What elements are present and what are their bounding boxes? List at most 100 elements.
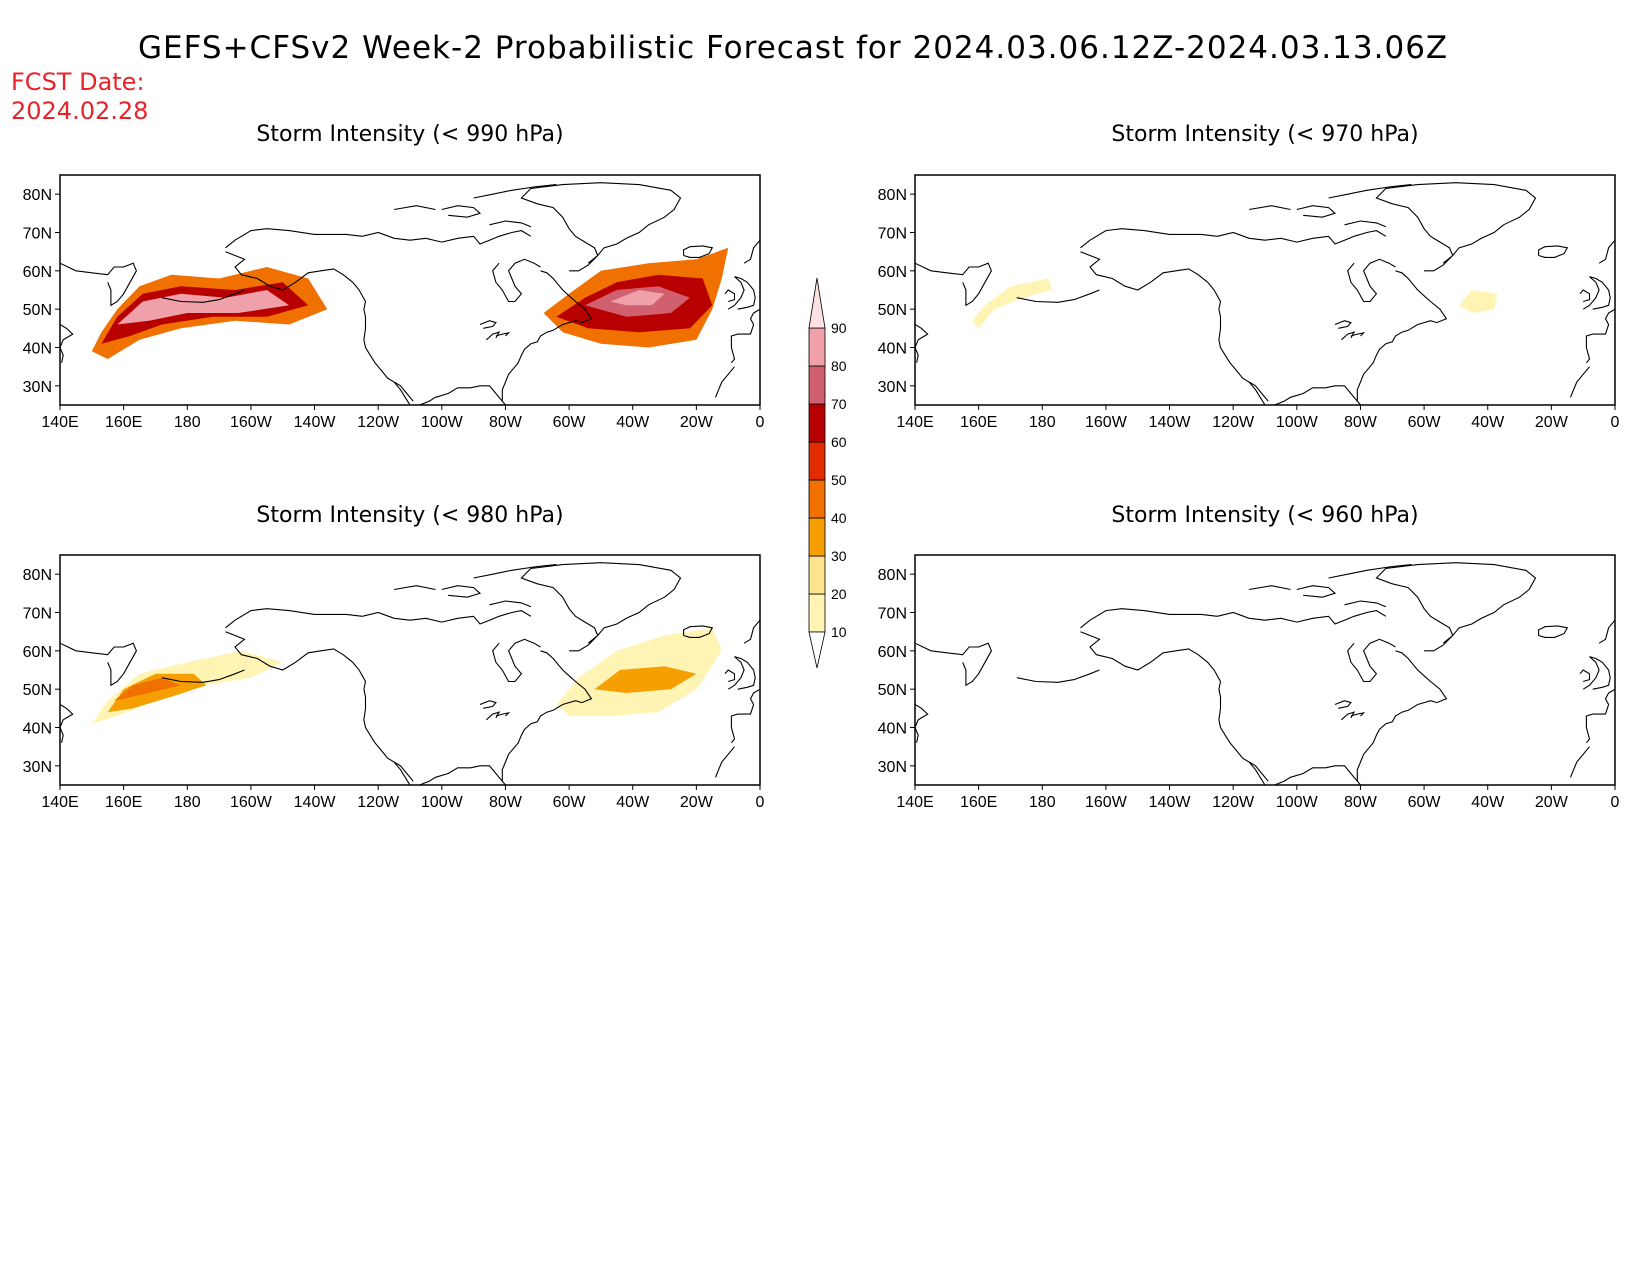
coastline bbox=[225, 228, 363, 249]
coastline bbox=[362, 610, 532, 625]
lon-label: 140E bbox=[896, 414, 933, 431]
coastline bbox=[1579, 669, 1591, 683]
coastline bbox=[492, 258, 541, 303]
probability-area bbox=[610, 290, 665, 306]
lat-label: 30N bbox=[878, 759, 907, 776]
lat-label: 40N bbox=[23, 721, 52, 738]
coastline bbox=[441, 585, 482, 598]
panel-title-960: Storm Intensity (< 960 hPa) bbox=[1111, 503, 1419, 528]
colorbar: 10 20 30 40 50 60 70 80 90 bbox=[805, 272, 865, 696]
coastline bbox=[520, 562, 682, 652]
lon-label: 140E bbox=[41, 794, 78, 811]
lon-label: 180 bbox=[1029, 794, 1056, 811]
coastline bbox=[225, 251, 411, 405]
lat-label: 50N bbox=[878, 302, 907, 319]
colorbar-swatch bbox=[808, 517, 826, 557]
lat-label: 50N bbox=[23, 682, 52, 699]
coastline bbox=[1248, 761, 1269, 782]
coastline bbox=[225, 631, 411, 785]
probability-area bbox=[117, 290, 290, 325]
coastline bbox=[1217, 610, 1387, 625]
colorbar-swatch bbox=[808, 403, 826, 443]
lat-label: 80N bbox=[878, 567, 907, 584]
lon-label: 180 bbox=[1029, 414, 1056, 431]
colorbar-label: 20 bbox=[831, 586, 847, 602]
map-panel-960: 140E 160E 180 160W 140W 120W 100W 80W 60W 40W 20W 0… bbox=[865, 550, 1625, 820]
coastline bbox=[1344, 220, 1387, 228]
coastline bbox=[60, 324, 74, 363]
colorbar-swatch bbox=[808, 277, 826, 329]
lon-label: 80W bbox=[1344, 794, 1378, 811]
lon-label: 60W bbox=[553, 794, 587, 811]
coastline bbox=[1344, 600, 1387, 608]
lat-label: 80N bbox=[23, 187, 52, 204]
coastline bbox=[743, 239, 760, 264]
lat-label: 40N bbox=[878, 721, 907, 738]
coastline bbox=[714, 746, 735, 778]
coastline bbox=[1080, 631, 1266, 785]
coastline bbox=[1249, 205, 1291, 211]
lon-label: 160E bbox=[105, 794, 142, 811]
lon-label: 20W bbox=[1535, 414, 1569, 431]
lon-label: 40W bbox=[616, 414, 650, 431]
coastline bbox=[1582, 656, 1611, 690]
lon-label: 0 bbox=[756, 414, 765, 431]
coastline bbox=[1248, 381, 1269, 402]
coastline bbox=[441, 205, 482, 218]
coastline bbox=[683, 245, 714, 258]
colorbar-under-arrow bbox=[808, 631, 826, 669]
lon-label: 0 bbox=[1611, 794, 1620, 811]
lat-label: 70N bbox=[23, 606, 52, 623]
lat-label: 70N bbox=[878, 606, 907, 623]
fcst-label: FCST Date: bbox=[11, 68, 145, 96]
coastline bbox=[724, 289, 736, 303]
lon-label: 140W bbox=[1149, 794, 1192, 811]
coastline bbox=[489, 220, 532, 228]
coastline bbox=[501, 270, 593, 402]
lon-label: 160W bbox=[230, 794, 273, 811]
lon-label: 40W bbox=[616, 794, 650, 811]
lat-label: 50N bbox=[23, 302, 52, 319]
lon-label: 140W bbox=[294, 794, 337, 811]
coastline bbox=[1334, 700, 1352, 709]
colorbar-label: 30 bbox=[831, 548, 847, 564]
coastline bbox=[1598, 619, 1615, 644]
lat-label: 60N bbox=[878, 264, 907, 281]
lat-label: 60N bbox=[23, 644, 52, 661]
coastline bbox=[495, 332, 511, 337]
coastline bbox=[1334, 320, 1352, 329]
lon-label: 160W bbox=[1085, 794, 1128, 811]
coastline bbox=[1274, 765, 1361, 785]
figure-title: GEFS+CFSv2 Week-2 Probabilistic Forecast… bbox=[138, 30, 1449, 66]
coastline bbox=[1328, 184, 1412, 199]
colorbar-swatch bbox=[808, 555, 826, 595]
coastline bbox=[1375, 182, 1537, 272]
coastline bbox=[1296, 585, 1337, 598]
map-frame bbox=[59, 174, 761, 406]
coastline bbox=[479, 320, 497, 329]
coastline bbox=[1274, 385, 1361, 405]
coastline bbox=[161, 669, 245, 683]
lon-label: 20W bbox=[680, 414, 714, 431]
lon-label: 140W bbox=[294, 414, 337, 431]
coastline bbox=[1569, 366, 1590, 398]
lon-label: 100W bbox=[421, 414, 464, 431]
lon-label: 80W bbox=[1344, 414, 1378, 431]
map-panel-970: 140E 160E 180 160W 140W 120W 100W 80W 60W 40W 20W 0… bbox=[865, 170, 1625, 440]
coastline bbox=[520, 182, 682, 272]
lon-label: 80W bbox=[489, 414, 523, 431]
coastline bbox=[1347, 638, 1396, 683]
probability-area bbox=[114, 677, 181, 701]
lon-label: 140E bbox=[41, 414, 78, 431]
lon-label: 60W bbox=[1408, 414, 1442, 431]
coastline bbox=[1080, 251, 1266, 405]
coastline bbox=[501, 650, 593, 782]
lon-label: 100W bbox=[1276, 794, 1319, 811]
lon-label: 120W bbox=[357, 794, 400, 811]
coastline bbox=[1296, 205, 1337, 218]
probability-area bbox=[594, 666, 697, 693]
coastline bbox=[393, 761, 414, 782]
coastline bbox=[915, 704, 929, 743]
lat-label: 50N bbox=[878, 682, 907, 699]
lon-label: 180 bbox=[174, 794, 201, 811]
